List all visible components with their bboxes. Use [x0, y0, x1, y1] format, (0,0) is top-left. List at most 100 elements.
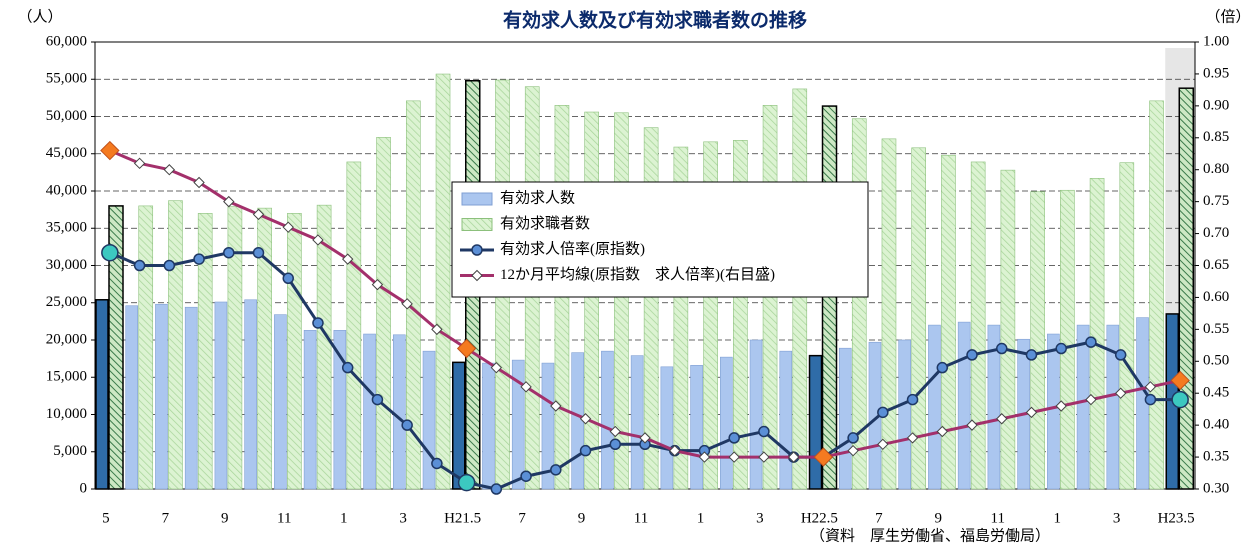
x-tick-label: 5 [102, 510, 110, 526]
point [550, 400, 562, 412]
y2-tick-label: 0.85 [1203, 129, 1229, 145]
y-tick-label: 40,000 [46, 182, 87, 198]
bar [197, 213, 213, 490]
point [609, 438, 622, 451]
bar [392, 334, 406, 490]
x-tick-label: 11 [991, 510, 1005, 526]
point [966, 419, 978, 431]
x-tick-label: 3 [399, 510, 407, 526]
point [431, 457, 443, 470]
y2-tick-label: 0.35 [1203, 449, 1229, 465]
point [996, 342, 1008, 355]
source-note: （資料 厚生労働省、福島労働局） [810, 527, 1050, 544]
point [223, 246, 235, 259]
y2-axis-unit: （倍） [1205, 8, 1250, 25]
x-tick-label: 9 [935, 510, 943, 526]
x-tick-label: 11 [277, 510, 291, 526]
point [1025, 349, 1038, 361]
point [312, 234, 324, 246]
point [669, 444, 681, 457]
point [471, 269, 483, 282]
point [163, 259, 176, 272]
point [1085, 393, 1097, 406]
point [490, 361, 503, 374]
y-tick-label: 35,000 [46, 220, 87, 236]
point [728, 432, 740, 444]
y-tick-label: 25,000 [46, 294, 87, 310]
bar [138, 205, 154, 490]
point [966, 349, 978, 361]
bar [108, 205, 124, 490]
x-tick-label: 11 [634, 510, 648, 526]
point [787, 451, 800, 463]
bar [1178, 87, 1195, 490]
point [728, 451, 740, 463]
y2-tick-label: 1.00 [1203, 33, 1229, 49]
point [401, 419, 413, 431]
bar [482, 362, 495, 490]
point [847, 444, 859, 457]
bar [601, 350, 614, 490]
y2-tick-label: 0.60 [1203, 289, 1229, 305]
point [490, 483, 503, 495]
bar [452, 361, 466, 490]
bar [1030, 191, 1045, 490]
bar [303, 330, 317, 490]
bar [316, 204, 332, 490]
bar [928, 324, 941, 490]
point [312, 317, 324, 329]
point [457, 473, 476, 492]
bar [720, 356, 733, 490]
point [520, 470, 532, 482]
legend-label: 有効求人数 [500, 189, 575, 206]
point [371, 278, 384, 291]
point [431, 323, 443, 336]
bar [363, 333, 376, 490]
point [1025, 406, 1038, 419]
y2-tick-label: 0.30 [1203, 480, 1229, 496]
bar [690, 365, 703, 490]
bar [257, 207, 272, 490]
bar [244, 299, 257, 490]
y2-tick-label: 0.75 [1203, 193, 1229, 209]
bar [1106, 324, 1120, 490]
chart-title: 有効求人数及び有効求職者数の推移 [503, 8, 807, 31]
point [1171, 390, 1189, 409]
legend-label: 有効求職者数 [500, 215, 590, 232]
point [906, 393, 919, 406]
point [101, 243, 119, 262]
legend-label: 有効求人倍率(原指数) [500, 240, 645, 257]
y-tick-label: 55,000 [46, 71, 87, 87]
y-tick-label: 10,000 [46, 406, 87, 422]
point [1085, 336, 1097, 348]
x-tick-label: 3 [1113, 510, 1121, 526]
x-tick-label: 1 [697, 510, 705, 526]
x-tick-label: 9 [578, 510, 586, 526]
point [936, 425, 949, 438]
bar [168, 200, 183, 490]
point [282, 221, 294, 233]
y2-tick-label: 0.55 [1203, 321, 1229, 337]
y-axis-unit: （人） [17, 8, 62, 25]
point [1055, 342, 1067, 355]
y-tick-label: 20,000 [46, 331, 87, 347]
bar [987, 324, 1001, 490]
point [401, 298, 413, 310]
bar [1060, 189, 1075, 490]
bar [898, 339, 912, 490]
point [163, 164, 176, 176]
point [758, 451, 770, 463]
point [193, 176, 205, 189]
bar [184, 306, 198, 490]
x-tick-label: 1 [340, 510, 348, 526]
bar [779, 350, 793, 490]
point [223, 195, 235, 208]
point [936, 361, 949, 374]
point [579, 444, 592, 457]
y-tick-label: 50,000 [46, 108, 87, 124]
bar [405, 100, 421, 490]
point [471, 244, 483, 256]
legend-swatch [461, 218, 493, 231]
point [609, 425, 621, 438]
